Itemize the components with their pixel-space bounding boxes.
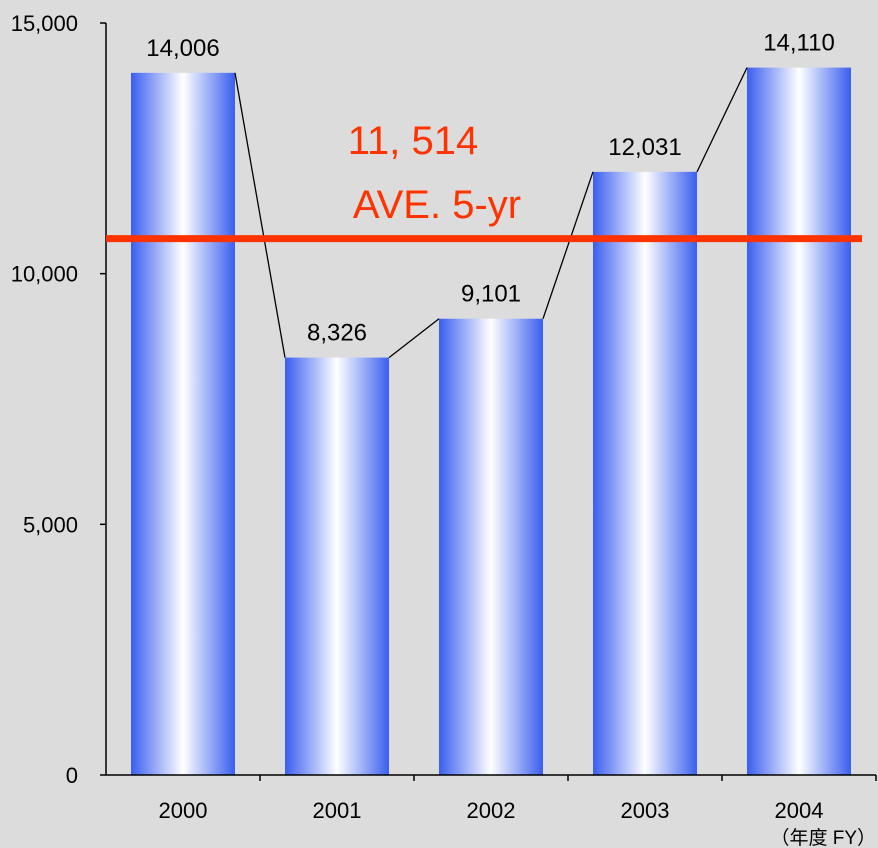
connector-layer	[234, 67, 748, 359]
bar-2004	[747, 67, 851, 776]
x-axis-unit-label: （年度 FY）	[770, 827, 876, 848]
x-tick-label: 2004	[775, 798, 824, 823]
x-tick-label: 2003	[621, 798, 670, 823]
x-tick-label: 2002	[467, 798, 516, 823]
bar-value-label: 9,101	[461, 281, 521, 308]
bar-2003	[593, 171, 697, 775]
y-tick-label: 10,000	[11, 262, 78, 287]
bar-value-label: 8,326	[307, 320, 367, 347]
bars-layer	[131, 67, 851, 776]
y-tick-label: 5,000	[23, 512, 78, 537]
average-value-text: 11, 514	[348, 119, 479, 163]
bar-value-label: 12,031	[608, 134, 681, 161]
connector-line	[234, 72, 286, 358]
bar-2000	[131, 72, 235, 776]
y-tick-label: 0	[66, 763, 78, 788]
ticks-layer	[100, 22, 877, 781]
x-tick-label: 2001	[313, 798, 362, 823]
average-label-text: AVE. 5-yr	[353, 183, 521, 227]
bar-value-label: 14,006	[146, 35, 219, 62]
bar-2001	[285, 357, 389, 775]
connector-line	[542, 171, 594, 319]
labels-layer: 14,006 2000 8,326 2001 9,101 2002 12,031 2003 14…	[11, 11, 835, 823]
connector-line	[388, 318, 440, 359]
y-tick-label: 15,000	[11, 11, 78, 36]
average-layer: 11, 514 AVE. 5-yr	[106, 119, 862, 243]
axis-layer	[105, 23, 876, 776]
connector-line	[696, 67, 748, 173]
bar-value-label: 14,110	[763, 30, 835, 57]
bar-2002	[439, 318, 543, 775]
x-tick-label: 2000	[159, 798, 208, 823]
